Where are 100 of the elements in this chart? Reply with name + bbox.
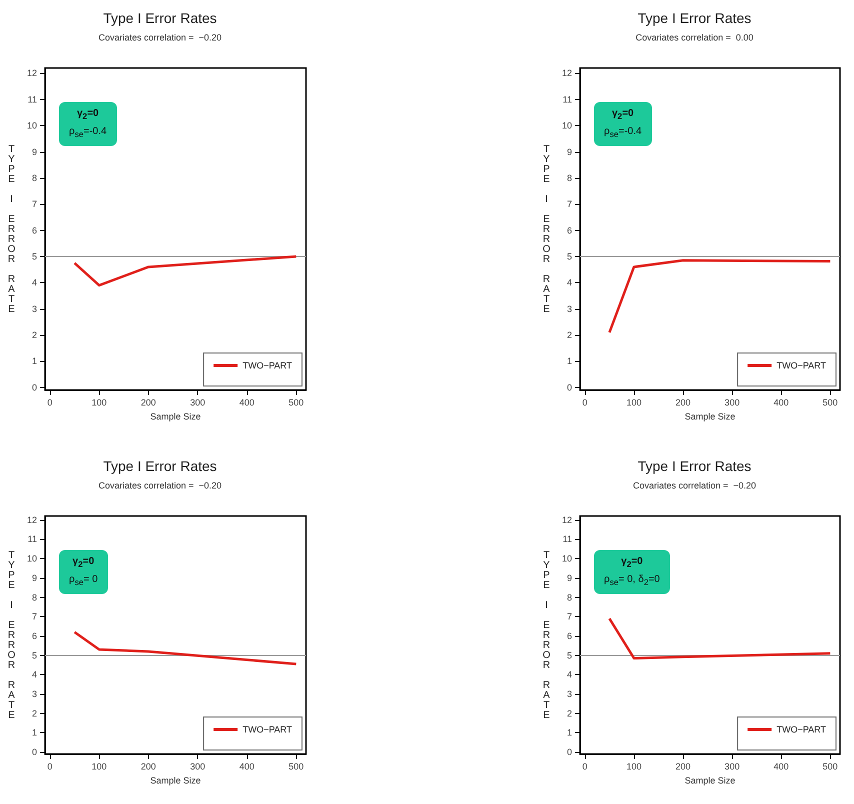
y-tick-label: 5 bbox=[566, 251, 572, 262]
legend-label: TWO−PART bbox=[242, 724, 292, 734]
chart-subtitle: Covariates correlation = −0.20 bbox=[98, 32, 222, 42]
legend-label: TWO−PART bbox=[776, 360, 826, 370]
annotation: ρ$_{se}$=-0.4 bbox=[604, 125, 642, 141]
y-axis-title: TYPE I ERROR RATE bbox=[541, 550, 552, 720]
x-tick-label: 200 bbox=[676, 398, 691, 408]
y-tick-label: 12 bbox=[26, 68, 37, 78]
y-tick-label: 11 bbox=[562, 534, 572, 544]
y-tick-label: 7 bbox=[32, 612, 37, 622]
y-tick-label: 0 bbox=[566, 382, 572, 392]
y-tick-label: 3 bbox=[32, 689, 37, 700]
x-tick-label: 0 bbox=[582, 762, 588, 772]
y-tick-label: 8 bbox=[32, 172, 37, 183]
y-tick-label: 4 bbox=[32, 670, 37, 680]
y-tick-label: 5 bbox=[566, 650, 572, 660]
x-tick-label: 500 bbox=[288, 398, 304, 408]
y-tick-label: 1 bbox=[32, 728, 37, 738]
y-tick-label: 7 bbox=[32, 199, 37, 210]
y-tick-label: 4 bbox=[566, 278, 572, 288]
y-tick-label: 9 bbox=[32, 572, 37, 583]
y-tick-label: 12 bbox=[562, 68, 572, 78]
x-tick-label: 200 bbox=[140, 398, 156, 408]
y-tick-label: 0 bbox=[32, 382, 37, 392]
x-axis-title: Sample Size bbox=[150, 776, 201, 786]
y-tick-label: 1 bbox=[32, 356, 37, 366]
x-tick-label: 400 bbox=[774, 398, 789, 408]
chart-title: Type I Error Rates bbox=[103, 10, 217, 26]
y-tick-label: 12 bbox=[562, 514, 572, 525]
x-axis-title: Sample Size bbox=[684, 776, 736, 786]
y-tick-label: 8 bbox=[566, 592, 572, 602]
label-box: γ$_{2}$=0 ρ$_{se}$=-0.4 bbox=[594, 102, 652, 146]
chart-subtitle: Covariates correlation = −0.20 bbox=[632, 480, 756, 490]
chart-title: Type I Error Rates bbox=[638, 10, 752, 26]
annotation: ρ$_{se}$= 0 bbox=[69, 573, 98, 589]
x-tick-label: 100 bbox=[92, 762, 107, 772]
x-tick-label: 400 bbox=[239, 762, 254, 772]
y-tick-label: 9 bbox=[566, 572, 572, 583]
annotation: γ$_{2}$=0 bbox=[72, 555, 96, 571]
line-series bbox=[73, 630, 298, 666]
label-box: γ$_{2}$=0 ρ$_{se}$=-0.4 bbox=[59, 102, 117, 146]
annotation: γ$_{2}$=0 bbox=[610, 107, 635, 123]
x-tick-label: 500 bbox=[822, 398, 838, 408]
chart-title: Type I Error Rates bbox=[103, 458, 217, 474]
y-tick-label: 2 bbox=[566, 708, 572, 718]
y-tick-label: 3 bbox=[566, 689, 572, 700]
y-tick-label: 3 bbox=[32, 304, 37, 314]
y-tick-label: 2 bbox=[566, 330, 572, 340]
y-tick-label: 8 bbox=[566, 172, 572, 183]
annotation: ρ$_{se}$=-0.4 bbox=[69, 125, 107, 141]
y-tick-label: 9 bbox=[32, 146, 37, 157]
y-tick-label: 6 bbox=[32, 630, 37, 641]
legend-label: TWO−PART bbox=[242, 360, 292, 370]
y-tick-label: 1 bbox=[566, 728, 572, 738]
x-tick-label: 300 bbox=[724, 762, 740, 772]
y-tick-label: 7 bbox=[566, 199, 572, 210]
y-tick-label: 5 bbox=[32, 650, 37, 660]
annotation: γ$_{2}$=0 bbox=[620, 555, 644, 571]
y-tick-label: 2 bbox=[32, 708, 37, 718]
y-tick-label: 4 bbox=[32, 278, 37, 288]
y-tick-label: 2 bbox=[32, 330, 37, 340]
label-box: γ$_{2}$=0 ρ$_{se}$= 0, δ$_{2}$=0 bbox=[594, 550, 670, 594]
x-tick-label: 100 bbox=[92, 398, 107, 408]
line-series bbox=[608, 259, 832, 334]
x-tick-label: 100 bbox=[626, 398, 642, 408]
y-tick-label: 10 bbox=[562, 120, 572, 131]
legend-label: TWO−PART bbox=[776, 724, 826, 734]
y-axis-title: TYPE I ERROR RATE bbox=[6, 550, 17, 720]
chart-subtitle: Covariates correlation = 0.00 bbox=[636, 32, 754, 42]
y-tick-label: 10 bbox=[26, 120, 37, 131]
annotation: γ$_{2}$=0 bbox=[76, 107, 100, 123]
y-tick-label: 4 bbox=[566, 670, 572, 680]
chart-subtitle: Covariates correlation = −0.20 bbox=[98, 480, 222, 490]
y-tick-label: 1 bbox=[566, 356, 572, 366]
y-tick-label: 12 bbox=[26, 514, 37, 525]
y-tick-label: 3 bbox=[566, 304, 572, 314]
y-axis-title: TYPE I ERROR RATE bbox=[541, 144, 552, 314]
x-tick-label: 200 bbox=[140, 762, 156, 772]
y-tick-label: 9 bbox=[566, 146, 572, 157]
x-tick-label: 500 bbox=[288, 762, 304, 772]
x-axis-title: Sample Size bbox=[150, 412, 201, 422]
x-tick-label: 200 bbox=[676, 762, 691, 772]
x-tick-label: 500 bbox=[822, 762, 838, 772]
y-tick-label: 5 bbox=[32, 251, 37, 262]
y-tick-label: 7 bbox=[566, 612, 572, 622]
x-tick-label: 300 bbox=[190, 398, 206, 408]
y-tick-label: 0 bbox=[32, 747, 37, 758]
y-tick-label: 11 bbox=[28, 534, 37, 544]
y-tick-label: 8 bbox=[32, 592, 37, 602]
y-axis-title: TYPE I ERROR RATE bbox=[6, 144, 17, 314]
x-tick-label: 0 bbox=[582, 398, 588, 408]
x-axis-title: Sample Size bbox=[684, 412, 736, 422]
label-box: γ$_{2}$=0 ρ$_{se}$= 0 bbox=[59, 550, 108, 594]
x-tick-label: 0 bbox=[47, 762, 52, 772]
chart-title: Type I Error Rates bbox=[638, 458, 752, 474]
y-tick-label: 0 bbox=[566, 747, 572, 758]
y-tick-label: 6 bbox=[566, 225, 572, 236]
y-tick-label: 11 bbox=[562, 94, 572, 104]
y-tick-label: 11 bbox=[28, 94, 37, 104]
y-tick-label: 10 bbox=[562, 554, 572, 564]
